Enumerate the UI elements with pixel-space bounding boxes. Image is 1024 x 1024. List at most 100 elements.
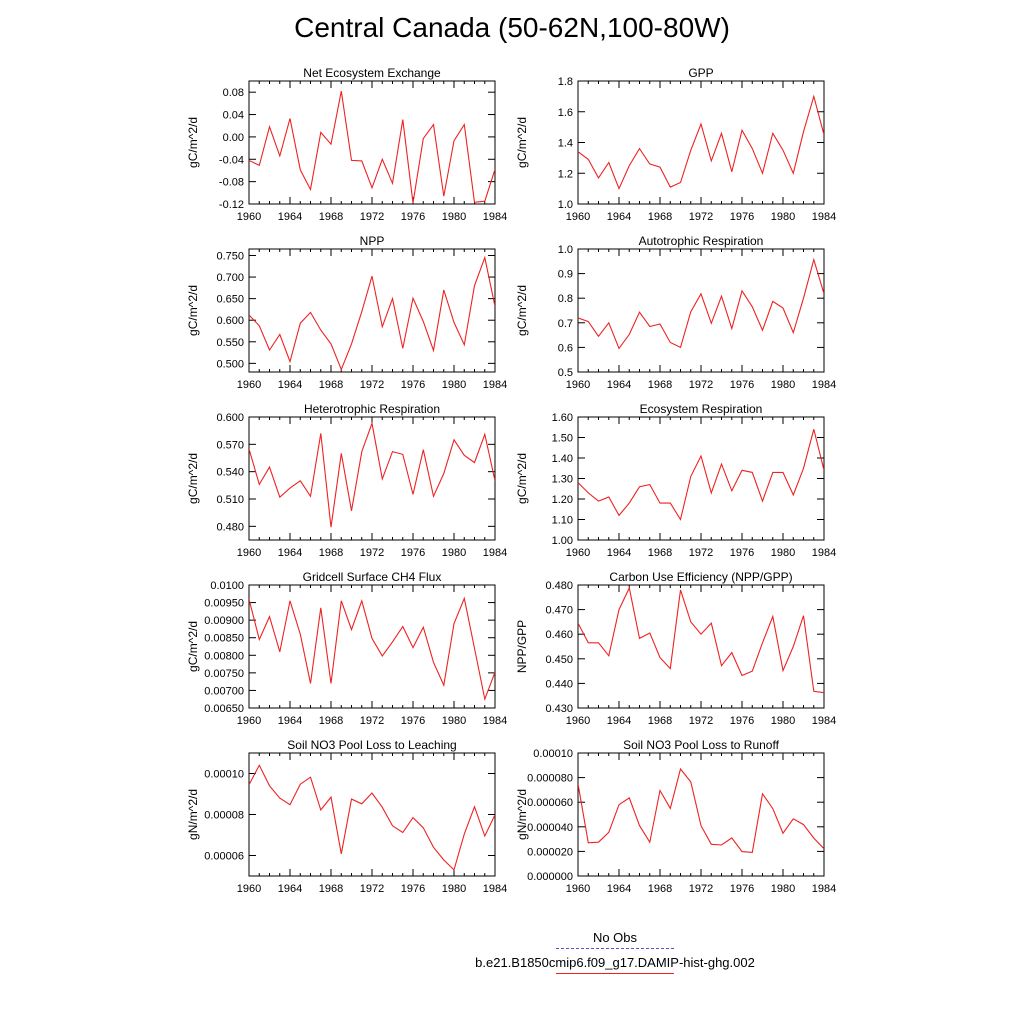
x-tick-label: 1972 <box>360 211 384 223</box>
y-tick-label: 0.540 <box>216 467 244 479</box>
x-tick-label: 1976 <box>401 547 425 559</box>
x-tick-label: 1984 <box>483 547 507 559</box>
x-tick-label: 1964 <box>278 715 302 727</box>
x-tick-label: 1980 <box>771 211 795 223</box>
y-tick-label: 0.0100 <box>210 580 244 592</box>
legend-model-line <box>556 973 674 974</box>
y-tick-label: 0.04 <box>223 110 244 122</box>
x-tick-label: 1968 <box>319 379 343 391</box>
x-tick-label: 1960 <box>566 547 590 559</box>
x-tick-label: 1968 <box>319 211 343 223</box>
panel-10: Soil NO3 Pool Loss to Runoff gN/m^2/d 1960… <box>515 738 836 895</box>
y-tick-label: 0.00900 <box>204 615 244 627</box>
y-axis-label: gC/m^2/d <box>186 285 200 336</box>
x-tick-label: 1960 <box>566 211 590 223</box>
y-tick-label: 0.9 <box>558 269 573 281</box>
x-tick-label: 1968 <box>648 211 672 223</box>
y-tick-label: 0.00650 <box>204 703 244 715</box>
y-tick-label: 0.650 <box>216 294 244 306</box>
y-tick-label: 0.570 <box>216 439 244 451</box>
panel-7: Gridcell Surface CH4 Flux gC/m^2/d 1960 196… <box>186 570 507 727</box>
x-tick-label: 1968 <box>319 547 343 559</box>
x-tick-label: 1960 <box>237 379 261 391</box>
x-tick-label: 1968 <box>319 883 343 895</box>
panel-8: Carbon Use Efficiency (NPP/GPP) NPP/GPP 19… <box>515 570 836 727</box>
y-tick-label: 0.00010 <box>533 748 573 760</box>
legend-obs-line <box>556 948 674 949</box>
plot-frame <box>248 80 496 205</box>
y-tick-label: 0.00 <box>223 132 244 144</box>
panel-title: Soil NO3 Pool Loss to Runoff <box>623 738 780 752</box>
y-tick-label: 0.000080 <box>527 773 573 785</box>
x-tick-label: 1984 <box>812 883 836 895</box>
plot-frame <box>577 248 825 373</box>
panel-1: Net Ecosystem Exchange gC/m^2/d 1960 1964 19… <box>186 66 507 223</box>
y-tick-label: 0.440 <box>545 678 573 690</box>
x-tick-label: 1960 <box>566 715 590 727</box>
panel-title: NPP <box>360 234 385 248</box>
y-tick-label: 0.00008 <box>204 810 244 822</box>
x-tick-label: 1972 <box>689 379 713 391</box>
y-tick-label: 1.20 <box>552 494 573 506</box>
y-tick-label: 1.0 <box>558 244 573 256</box>
legend: No Obs b.e21.B1850cmip6.f09_g17.DAMIP-hi… <box>440 930 790 980</box>
y-axis-label: gC/m^2/d <box>186 117 200 168</box>
x-tick-label: 1984 <box>812 715 836 727</box>
y-tick-label: 0.460 <box>545 629 573 641</box>
x-tick-label: 1972 <box>689 715 713 727</box>
series-line-1 <box>578 257 824 350</box>
y-tick-label: 0.000000 <box>527 871 573 883</box>
plot-frame <box>577 80 825 205</box>
y-tick-label: 1.6 <box>558 107 573 119</box>
panel-6: Ecosystem Respiration gC/m^2/d 1960 1964 196… <box>515 402 836 559</box>
panel-title: Gridcell Surface CH4 Flux <box>303 570 442 584</box>
x-tick-label: 1964 <box>278 211 302 223</box>
x-tick-label: 1980 <box>442 379 466 391</box>
y-tick-label: 1.60 <box>552 412 573 424</box>
x-tick-label: 1980 <box>771 883 795 895</box>
y-axis-label: gN/m^2/d <box>186 789 200 840</box>
x-tick-label: 1976 <box>401 379 425 391</box>
x-tick-label: 1972 <box>360 547 384 559</box>
x-tick-label: 1960 <box>566 883 590 895</box>
y-tick-label: 0.08 <box>223 87 244 99</box>
x-tick-label: 1968 <box>648 547 672 559</box>
y-axis-label: gC/m^2/d <box>186 621 200 672</box>
x-tick-label: 1976 <box>730 211 754 223</box>
y-tick-label: 0.000060 <box>527 797 573 809</box>
series-line-1 <box>578 767 824 853</box>
x-tick-label: 1984 <box>812 547 836 559</box>
y-tick-label: 1.4 <box>558 138 573 150</box>
x-tick-label: 1972 <box>360 715 384 727</box>
x-tick-label: 1960 <box>566 379 590 391</box>
x-tick-label: 1980 <box>442 211 466 223</box>
series-line-1 <box>578 94 824 191</box>
y-tick-label: 0.00750 <box>204 668 244 680</box>
y-tick-label: 0.600 <box>216 412 244 424</box>
x-tick-label: 1976 <box>730 547 754 559</box>
y-tick-label: 0.00850 <box>204 633 244 645</box>
y-tick-label: -0.12 <box>219 199 244 211</box>
panel-title: Net Ecosystem Exchange <box>303 66 441 80</box>
x-tick-label: 1984 <box>483 715 507 727</box>
series-line-1 <box>249 596 495 702</box>
y-tick-label: 0.00800 <box>204 650 244 662</box>
x-tick-label: 1976 <box>401 715 425 727</box>
y-tick-label: 0.00006 <box>204 851 244 863</box>
panel-title: Carbon Use Efficiency (NPP/GPP) <box>609 570 792 584</box>
y-tick-label: 1.30 <box>552 474 573 486</box>
y-axis-label: gN/m^2/d <box>515 789 529 840</box>
x-tick-label: 1984 <box>812 211 836 223</box>
plot-frame <box>248 416 496 541</box>
panel-4: Autotrophic Respiration gC/m^2/d 1960 1964 1… <box>515 234 836 391</box>
y-tick-label: 0.00700 <box>204 685 244 697</box>
panel-title: GPP <box>688 66 713 80</box>
x-tick-label: 1976 <box>730 883 754 895</box>
y-tick-label: 0.700 <box>216 272 244 284</box>
series-line-1 <box>249 421 495 528</box>
panel-2: GPP gC/m^2/d 1960 1964 1968 1972 1976 1980 1984 1… <box>515 66 836 223</box>
x-tick-label: 1968 <box>648 379 672 391</box>
y-tick-label: 0.480 <box>545 580 573 592</box>
y-tick-label: -0.08 <box>219 177 244 189</box>
